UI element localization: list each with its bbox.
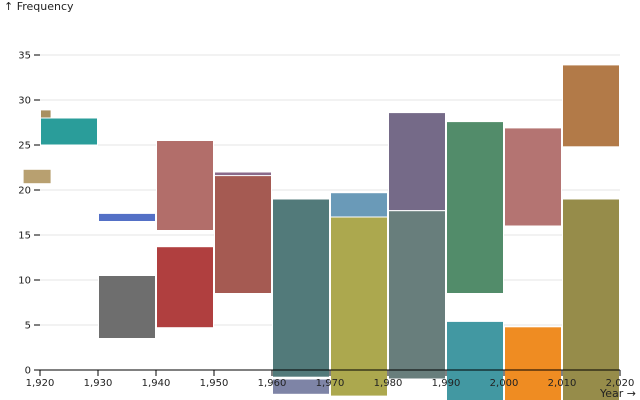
bar bbox=[504, 127, 562, 227]
bar bbox=[272, 198, 330, 378]
y-tick-label: 25 bbox=[18, 141, 31, 152]
y-tick-label: 15 bbox=[18, 231, 31, 242]
bar bbox=[40, 117, 98, 146]
bar bbox=[156, 246, 214, 329]
y-tick-label: 0 bbox=[25, 366, 31, 377]
bar bbox=[562, 198, 620, 400]
x-axis-title: Year → bbox=[599, 387, 636, 400]
bar bbox=[272, 378, 330, 395]
bar bbox=[330, 192, 388, 218]
bar bbox=[388, 112, 446, 212]
bar bbox=[446, 320, 504, 400]
bar bbox=[562, 64, 620, 148]
y-tick-label: 30 bbox=[18, 96, 31, 107]
x-tick-label: 2,010 bbox=[548, 378, 577, 389]
bar bbox=[22, 168, 52, 185]
bar bbox=[98, 212, 156, 222]
y-tick-label: 5 bbox=[25, 321, 31, 332]
bar bbox=[98, 275, 156, 339]
bar bbox=[446, 121, 504, 294]
y-tick-label: 35 bbox=[18, 51, 31, 62]
x-tick-label: 1,980 bbox=[374, 378, 403, 389]
bar bbox=[156, 140, 214, 231]
axes: 1,920 1,930 1,940 1,950 1,960 1,970 1,980 1,990… bbox=[18, 51, 634, 390]
y-axis-title: ↑ Frequency bbox=[4, 0, 74, 13]
x-tick-label: 1,960 bbox=[258, 378, 287, 389]
y-tick-label: 10 bbox=[18, 276, 31, 287]
y-axis-ticks: 0 5 10 15 20 25 30 35 bbox=[18, 51, 40, 377]
bar bbox=[388, 210, 446, 380]
x-axis-ticks: 1,920 1,930 1,940 1,950 1,960 1,970 1,980 1,990… bbox=[26, 370, 635, 389]
x-tick-label: 1,970 bbox=[316, 378, 345, 389]
bar bbox=[504, 326, 562, 400]
bars bbox=[22, 64, 620, 400]
x-tick-label: 1,990 bbox=[432, 378, 461, 389]
x-tick-label: 1,950 bbox=[200, 378, 229, 389]
x-tick-label: 1,920 bbox=[26, 378, 55, 389]
bar bbox=[330, 216, 388, 397]
bar bbox=[214, 175, 272, 295]
y-tick-label: 20 bbox=[18, 186, 31, 197]
x-tick-label: 2,020 bbox=[606, 378, 635, 389]
x-tick-label: 2,000 bbox=[490, 378, 519, 389]
x-tick-label: 1,930 bbox=[84, 378, 113, 389]
x-tick-label: 1,940 bbox=[142, 378, 171, 389]
